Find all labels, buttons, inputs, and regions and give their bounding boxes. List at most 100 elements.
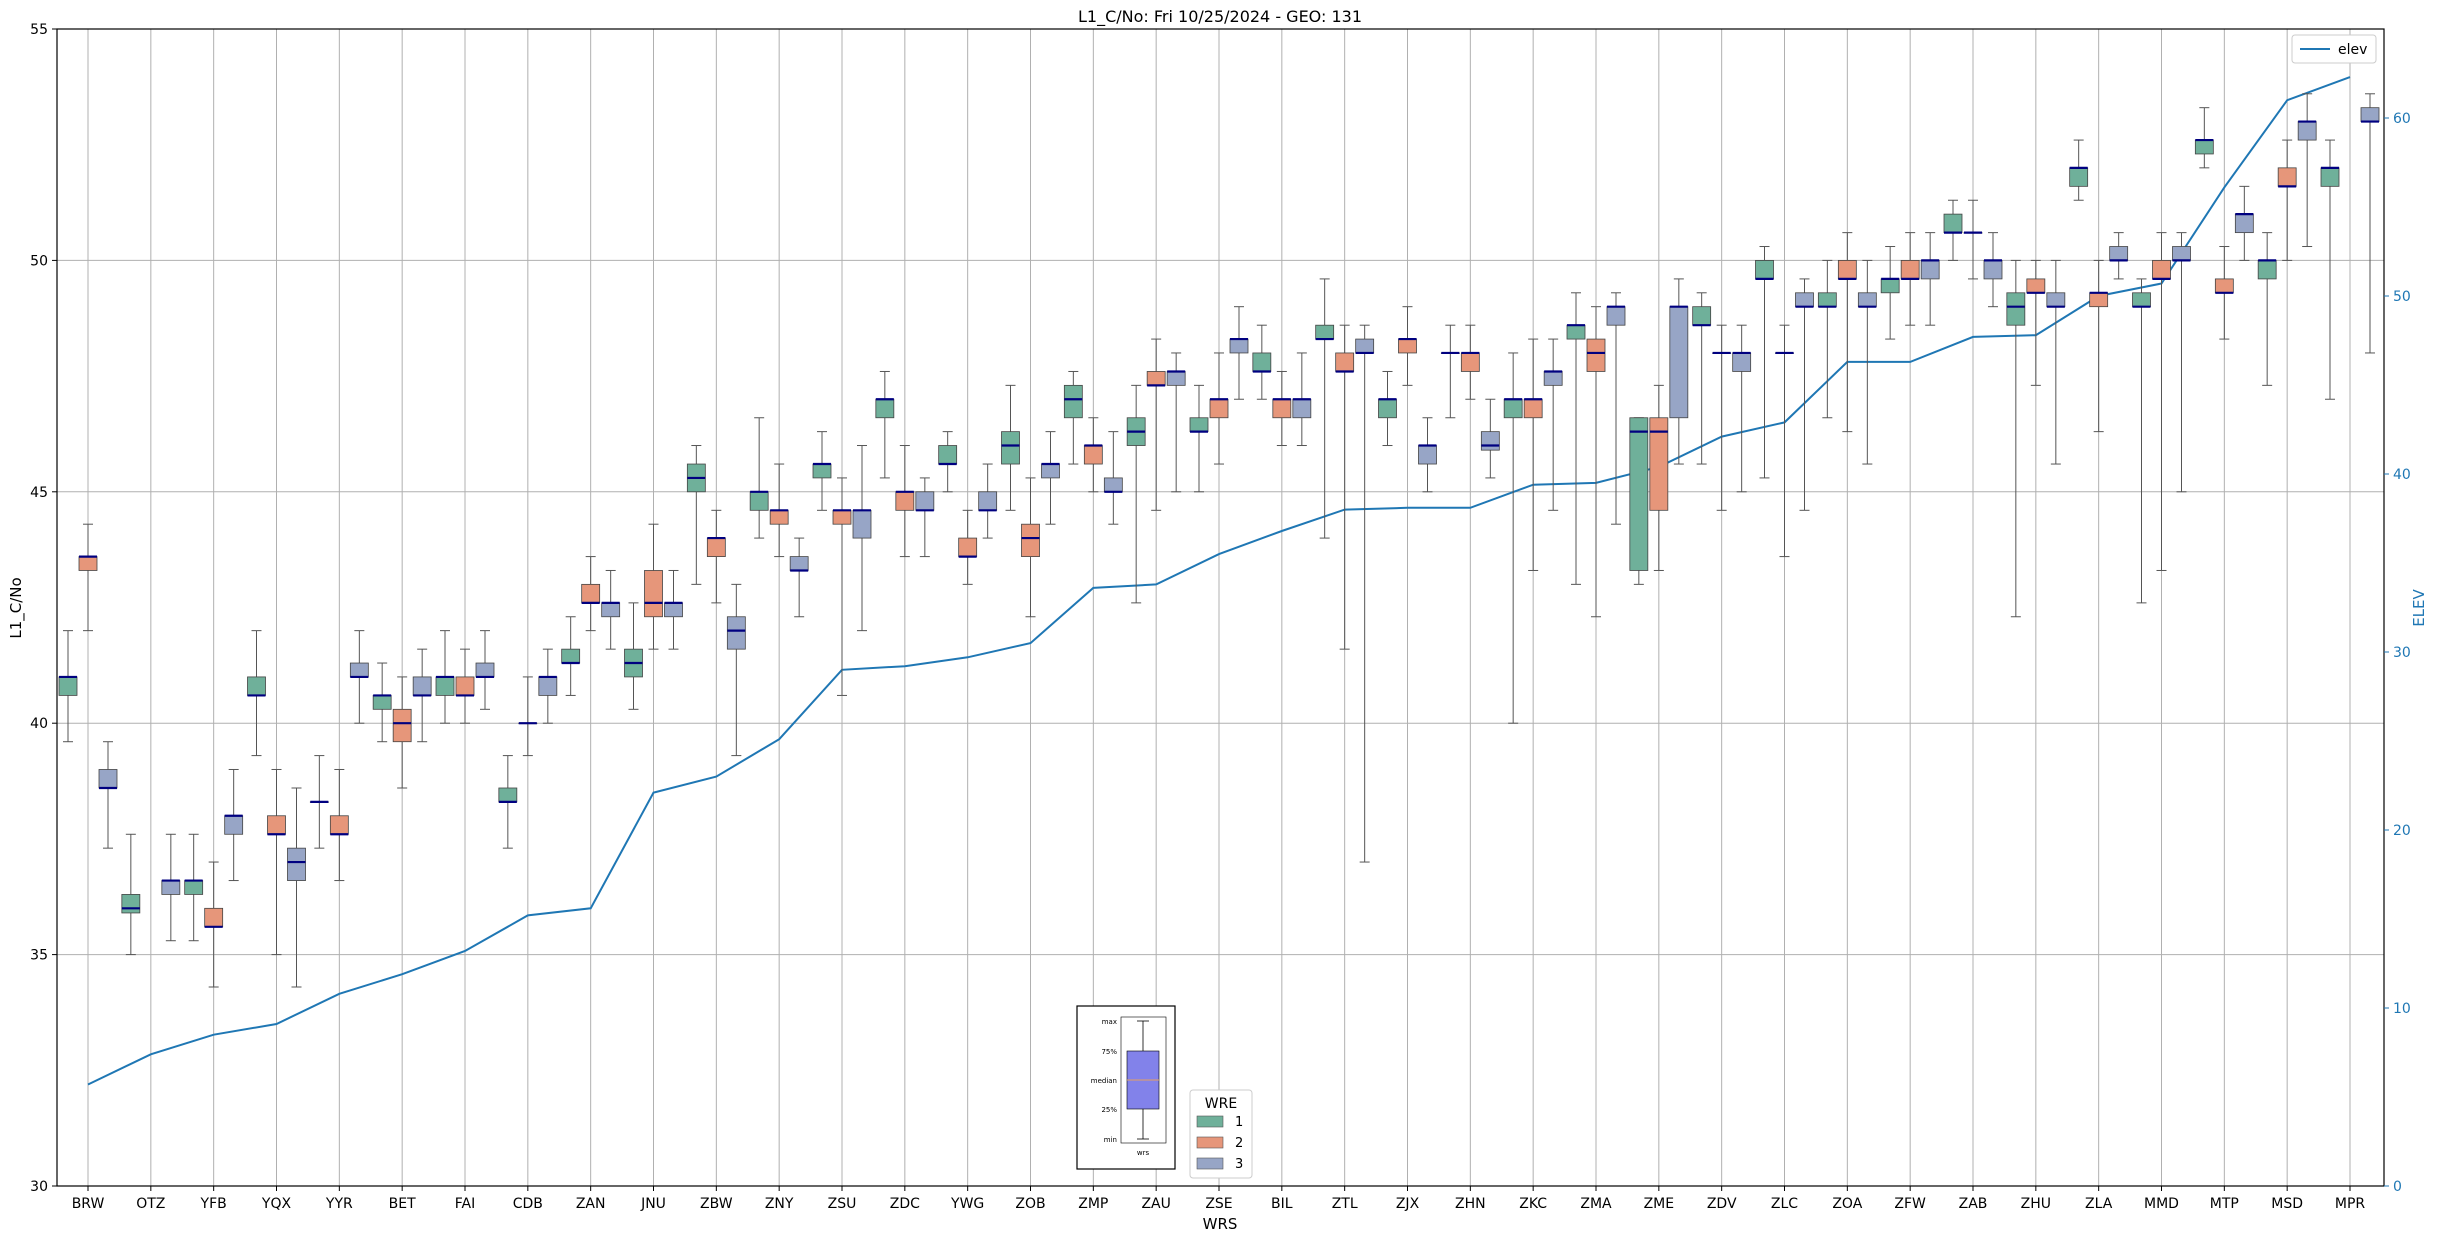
x-tick-label: YQX bbox=[261, 1196, 292, 1212]
iqr-box bbox=[1355, 338, 1375, 354]
y-tick-label: 40 bbox=[30, 716, 48, 732]
iqr-box bbox=[1920, 259, 1940, 280]
iqr-box bbox=[1252, 352, 1272, 372]
iqr-box bbox=[267, 815, 286, 835]
iqr-box bbox=[1503, 398, 1523, 419]
iqr-box bbox=[978, 491, 998, 511]
x-tick-label: ZFW bbox=[1894, 1196, 1926, 1212]
iqr-box bbox=[2026, 278, 2046, 294]
box-ZSU-wre2 bbox=[832, 477, 852, 696]
iqr-box bbox=[1418, 445, 1437, 465]
box-BRW-wre3 bbox=[98, 741, 118, 849]
box-JNU-wre2 bbox=[644, 523, 663, 650]
box-ZKC-wre3 bbox=[1543, 338, 1563, 511]
iqr-box bbox=[581, 583, 601, 604]
box-ZHU-wre1 bbox=[2006, 259, 2026, 618]
y2-tick-label: 30 bbox=[2393, 645, 2411, 661]
iqr-box bbox=[1166, 371, 1186, 386]
y2-tick-label: 60 bbox=[2393, 111, 2411, 127]
iqr-box bbox=[349, 662, 369, 678]
iqr-box bbox=[2234, 213, 2254, 234]
x-tick-label: ZKC bbox=[1519, 1196, 1547, 1212]
box-ZLA-wre1 bbox=[2069, 139, 2089, 201]
iqr-box bbox=[78, 556, 98, 571]
x-tick-label: YWG bbox=[950, 1196, 984, 1212]
inset-label-median: median bbox=[1091, 1077, 1117, 1085]
box-MTP-wre1 bbox=[2194, 107, 2214, 169]
inset-label-q3: 75% bbox=[1101, 1048, 1117, 1056]
iqr-box bbox=[1335, 352, 1355, 372]
box-BIL-wre3 bbox=[1292, 352, 1312, 447]
x-tick-label: ZTL bbox=[1332, 1196, 1358, 1212]
box-ZSE-wre3 bbox=[1229, 306, 1249, 400]
x-tick-label: ZHU bbox=[2021, 1196, 2051, 1212]
box-ZTL-wre1 bbox=[1315, 278, 1335, 539]
box-ZKC-wre1 bbox=[1503, 352, 1523, 724]
box-ZDV-wre3 bbox=[1732, 324, 1752, 493]
iqr-box bbox=[958, 537, 978, 557]
box-ZME-wre1 bbox=[1629, 417, 1649, 585]
box-ZAN-wre2 bbox=[581, 556, 601, 632]
box-ZMA-wre3 bbox=[1606, 292, 1626, 525]
y-tick-label: 35 bbox=[30, 948, 48, 964]
iqr-box bbox=[1837, 259, 1857, 280]
y2-tick-label: 0 bbox=[2393, 1179, 2402, 1195]
box-YYR-wre1 bbox=[309, 755, 329, 849]
iqr-box bbox=[372, 695, 392, 710]
iqr-box bbox=[1692, 306, 1712, 326]
iqr-box bbox=[706, 537, 726, 557]
box-MMD-wre3 bbox=[2172, 232, 2191, 493]
iqr-box bbox=[1103, 477, 1123, 493]
iqr-box bbox=[161, 880, 181, 895]
box-ZAB-wre3 bbox=[1983, 232, 2003, 308]
box-ZNY-wre3 bbox=[789, 537, 809, 618]
iqr-box bbox=[2277, 167, 2297, 187]
iqr-box bbox=[726, 616, 746, 650]
box-ZOA-wre2 bbox=[1837, 232, 1857, 433]
iqr-box bbox=[812, 463, 832, 479]
box-YWG-wre2 bbox=[958, 509, 978, 585]
box-FAI-wre2 bbox=[455, 648, 475, 724]
iqr-box bbox=[832, 509, 852, 525]
wre-legend-swatch-1 bbox=[1196, 1115, 1224, 1128]
x-tick-label: ZAU bbox=[1141, 1196, 1170, 1212]
x-tick-label: MSD bbox=[2271, 1196, 2303, 1212]
iqr-box bbox=[1566, 324, 1586, 340]
box-ZAU-wre1 bbox=[1126, 384, 1146, 604]
iqr-box bbox=[938, 445, 958, 465]
x-tick-label: BET bbox=[389, 1196, 416, 1212]
x-tick-label: YYR bbox=[325, 1196, 353, 1212]
x-tick-label: BIL bbox=[1271, 1196, 1293, 1212]
box-JNU-wre1 bbox=[624, 602, 643, 710]
boxplot-key-inset: max 75% median 25% min wrs bbox=[1076, 1005, 1176, 1170]
x-tick-label: ZME bbox=[1644, 1196, 1675, 1212]
iqr-box bbox=[1857, 292, 1877, 308]
iqr-box bbox=[2089, 292, 2109, 308]
box-BIL-wre2 bbox=[1272, 370, 1292, 447]
iqr-box bbox=[2214, 278, 2234, 294]
iqr-box bbox=[392, 708, 412, 743]
box-ZBW-wre1 bbox=[686, 445, 706, 585]
box-ZDC-wre1 bbox=[875, 370, 895, 479]
x-tick-label: ZMA bbox=[1580, 1196, 1612, 1212]
box-CDB-wre1 bbox=[498, 755, 518, 849]
iqr-box bbox=[1900, 259, 1920, 280]
iqr-box bbox=[1606, 306, 1626, 326]
box-FAI-wre1 bbox=[435, 630, 455, 724]
iqr-box bbox=[58, 676, 78, 696]
iqr-box bbox=[1543, 371, 1563, 386]
iqr-box bbox=[2069, 167, 2089, 187]
x-tick-label: MPR bbox=[2335, 1196, 2366, 1212]
box-ZME-wre3 bbox=[1669, 278, 1689, 465]
y-tick-label: 55 bbox=[30, 22, 48, 38]
elev-legend-label: elev bbox=[2338, 42, 2367, 58]
box-ZMP-wre3 bbox=[1103, 431, 1123, 525]
box-series bbox=[58, 93, 2380, 988]
box-ZHN-wre3 bbox=[1480, 398, 1500, 479]
box-BRW-wre1 bbox=[58, 630, 78, 743]
box-BET-wre1 bbox=[372, 662, 392, 743]
iqr-box bbox=[1021, 523, 1040, 557]
iqr-box bbox=[1001, 431, 1020, 465]
y2-axis-label: ELEV bbox=[2410, 588, 2428, 626]
wre-legend-swatch-2 bbox=[1196, 1136, 1224, 1149]
